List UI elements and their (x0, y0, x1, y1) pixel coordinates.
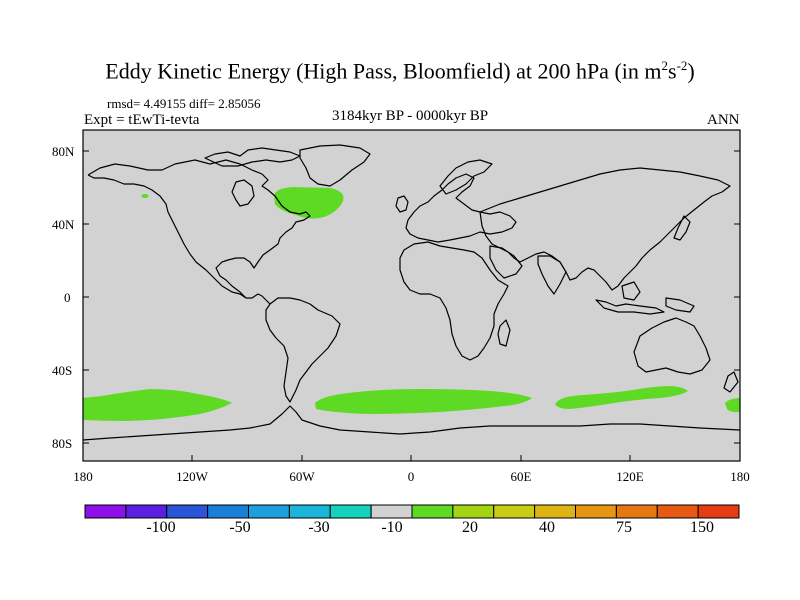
africa-coast (399, 241, 509, 361)
lat-label-0: 0 (64, 290, 71, 305)
indonesia-coast (595, 299, 665, 315)
colorbar-swatch (656, 504, 699, 519)
colorbar-label: 75 (616, 519, 632, 536)
colorbar-label: 20 (462, 519, 478, 536)
colorbar-swatch (370, 504, 413, 519)
colorbar-label: -50 (229, 519, 251, 536)
colorbar-swatch (493, 504, 536, 519)
europe-coast (405, 173, 517, 243)
colorbar-swatch (452, 504, 495, 519)
borneo-coast (621, 281, 641, 301)
japan-coast (673, 215, 691, 241)
british-isles-coast (395, 195, 409, 213)
lon-label-180w: 180 (73, 469, 93, 484)
lon-label-120e: 120E (616, 469, 644, 484)
lon-label-60w: 60W (289, 469, 315, 484)
coastlines (82, 144, 741, 441)
greenland-coast (299, 144, 371, 187)
colorbar-swatch (125, 504, 168, 519)
south-indian-region (555, 386, 688, 409)
anomaly-regions (83, 187, 740, 421)
lon-label-60e: 60E (510, 469, 532, 484)
south-pacific-region (83, 389, 232, 421)
lat-label-40n: 40N (52, 217, 75, 232)
lat-label-40s: 40S (52, 363, 73, 378)
new-zealand-coast (723, 371, 739, 393)
south-atlantic-region (315, 389, 532, 414)
colorbar-swatch (329, 504, 372, 519)
colorbar-swatch (697, 504, 740, 519)
australia-coast (633, 317, 711, 375)
colorbar-label: -30 (308, 519, 330, 536)
lat-label-80n: 80N (52, 144, 75, 159)
southeast-pacific-region (725, 398, 740, 413)
season-label: ANN (707, 112, 740, 128)
arabia-coast (489, 245, 523, 279)
period-label: 3184kyr BP - 0000kyr BP (331, 108, 489, 124)
south-america-coast (265, 297, 341, 403)
plot-title: Eddy Kinetic Energy (High Pass, Bloomfie… (105, 58, 695, 84)
colorbar-label: -100 (146, 519, 176, 536)
lon-ticks (82, 455, 741, 461)
india-coast (537, 255, 567, 295)
antarctica-coast (82, 405, 741, 441)
lon-label-0: 0 (407, 469, 415, 484)
asia-coast (479, 167, 731, 291)
lat-ticks (83, 150, 740, 444)
arctic-archipelago (204, 147, 301, 167)
colorbar-swatch (615, 504, 658, 519)
colorbar-swatch (575, 504, 617, 519)
north-atlantic-region (274, 187, 344, 219)
lon-label-120w: 120W (176, 469, 208, 484)
colorbar-label: -10 (381, 519, 403, 536)
colorbar-label: 150 (690, 519, 714, 536)
colorbar-swatch (166, 504, 209, 519)
new-guinea-coast (665, 297, 695, 313)
colorbar-swatch (288, 504, 331, 519)
lon-label-180e: 180 (730, 469, 750, 484)
experiment-label: Expt = tEwTi-tevta (84, 112, 200, 128)
stats-text: rmsd= 4.49155 diff= 2.85056 (107, 96, 261, 111)
hudson-bay-coast (231, 179, 255, 207)
colorbar-swatch (534, 504, 577, 519)
colorbar-swatch (411, 504, 454, 519)
colorbar-swatch (207, 504, 250, 519)
north-pacific-spot (141, 194, 149, 198)
madagascar-coast (497, 319, 511, 347)
colorbar-label: 40 (539, 519, 555, 536)
scandinavia-coast (439, 159, 493, 195)
lat-label-80s: 80S (52, 436, 73, 451)
north-america-coast (87, 159, 311, 305)
colorbar-swatch (248, 504, 290, 519)
colorbar (84, 504, 740, 519)
colorbar-swatch (84, 504, 127, 519)
